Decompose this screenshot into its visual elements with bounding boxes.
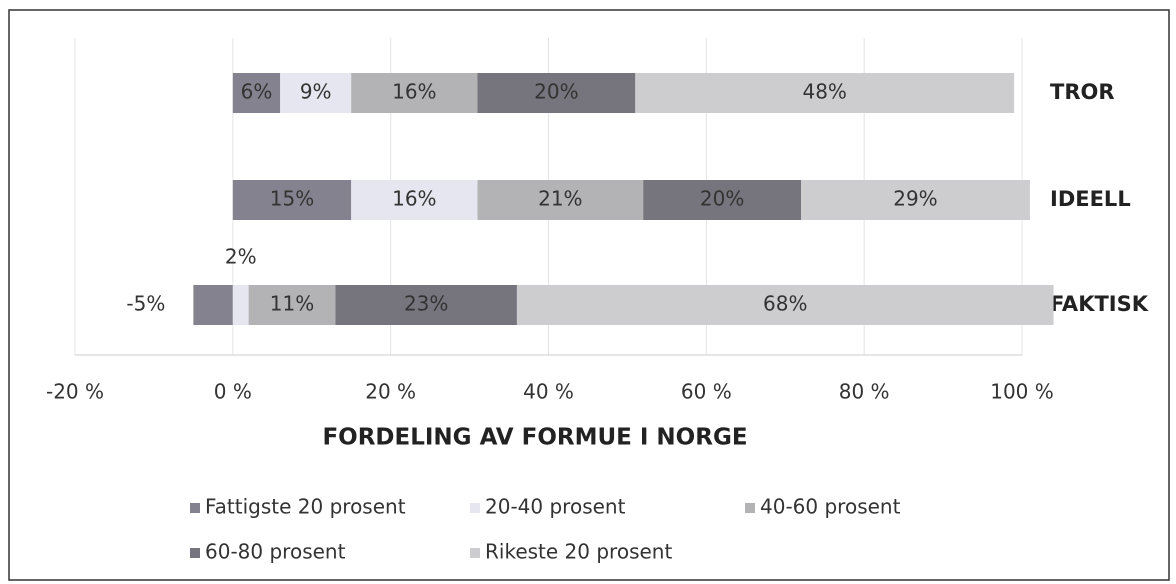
category-label: FAKTISK xyxy=(1050,292,1149,316)
data-label: 20% xyxy=(700,187,744,211)
bar-segment xyxy=(248,285,336,325)
bar-segment xyxy=(516,285,1054,325)
x-tick-label: -20 % xyxy=(46,380,104,404)
data-label: 21% xyxy=(538,187,582,211)
bar-segment xyxy=(232,180,352,220)
data-label: 68% xyxy=(763,292,807,316)
legend-swatch xyxy=(190,503,200,513)
bar-segment xyxy=(801,180,1030,220)
data-label: 15% xyxy=(270,187,314,211)
legend-swatch xyxy=(470,503,480,513)
bar-segment xyxy=(280,73,352,113)
data-label: 11% xyxy=(270,292,314,316)
legend-label: 60-80 prosent xyxy=(205,540,346,564)
x-tick-label: 60 % xyxy=(681,380,732,404)
bar-segment xyxy=(351,180,478,220)
x-tick-label: 20 % xyxy=(365,380,416,404)
bar-segment xyxy=(335,285,517,325)
legend-label: Fattigste 20 prosent xyxy=(205,495,406,519)
legend-label: 40-60 prosent xyxy=(760,495,901,519)
x-tick-label: 80 % xyxy=(839,380,890,404)
data-label: 9% xyxy=(300,80,332,104)
category-label: IDEELL xyxy=(1050,187,1131,211)
data-label: 2% xyxy=(225,245,257,269)
bar-segment xyxy=(232,73,281,113)
legend-swatch xyxy=(470,548,480,558)
x-tick-label: 40 % xyxy=(523,380,574,404)
axis-title: FORDELING AV FORMUE I NORGE xyxy=(322,425,747,451)
data-label: 16% xyxy=(392,80,436,104)
bar-segment xyxy=(477,73,636,113)
bar-segment xyxy=(351,73,478,113)
legend-swatch xyxy=(745,503,755,513)
bar-segment xyxy=(635,73,1015,113)
bar-segment xyxy=(232,285,249,325)
data-label: 48% xyxy=(802,80,846,104)
bar-segment xyxy=(193,285,233,325)
category-label: TROR xyxy=(1050,80,1115,104)
x-tick-label: 100 % xyxy=(990,380,1054,404)
x-tick-label: 0 % xyxy=(214,380,252,404)
data-label: 16% xyxy=(392,187,436,211)
data-label: 29% xyxy=(893,187,937,211)
frame xyxy=(8,9,1170,581)
legend-label: 20-40 prosent xyxy=(485,495,626,519)
data-label: 6% xyxy=(241,80,273,104)
bar-segment xyxy=(643,180,802,220)
data-label: 23% xyxy=(404,292,448,316)
legend-label: Rikeste 20 prosent xyxy=(485,540,672,564)
data-label: 20% xyxy=(534,80,578,104)
legend-swatch xyxy=(190,548,200,558)
data-label: -5% xyxy=(126,292,165,316)
bar-segment xyxy=(477,180,644,220)
